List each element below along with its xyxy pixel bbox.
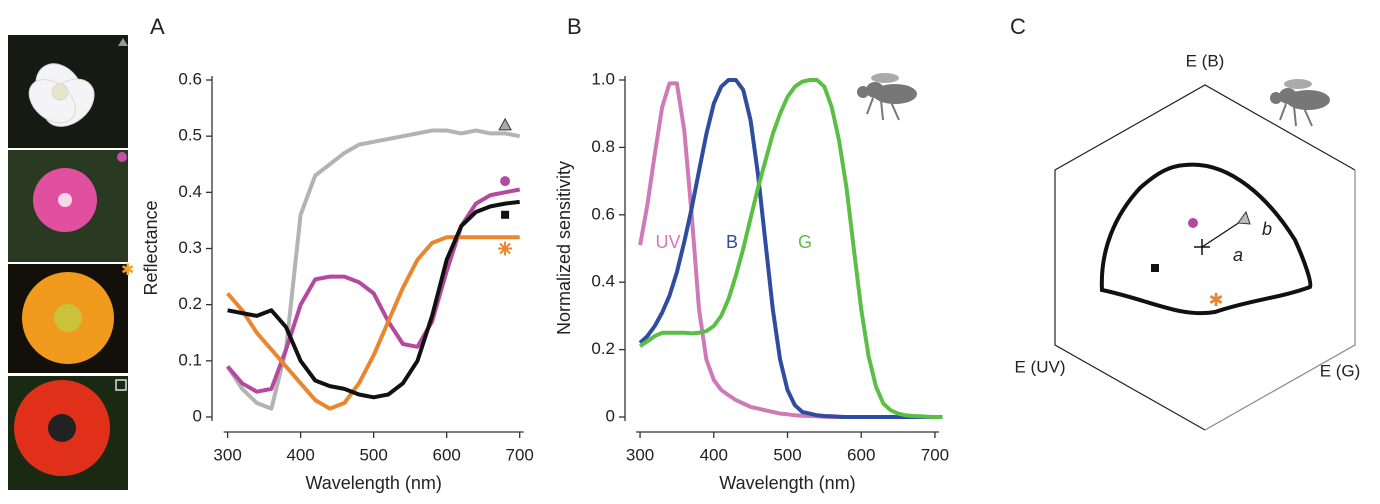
spectrum-line — [638, 78, 943, 419]
color-hexagon: ✱ — [1054, 84, 1356, 431]
panel-label: B — [567, 14, 582, 39]
y-axis-title: Normalized sensitivity — [554, 161, 574, 335]
spectrum-line — [638, 78, 943, 419]
panel-label: A — [150, 14, 165, 39]
y-tick-label: 0 — [193, 406, 202, 425]
annotation: b — [1262, 219, 1272, 239]
x-axis-title: Wavelength (nm) — [305, 473, 441, 493]
spectrum-line — [227, 199, 520, 400]
x-tick-label: 600 — [432, 445, 460, 464]
y-axis-title: Reflectance — [141, 200, 161, 295]
x-tick-label: 400 — [700, 445, 728, 464]
svg-text:✱: ✱ — [1208, 290, 1223, 310]
x-tick-label: 300 — [213, 445, 241, 464]
symbol: ✱ — [121, 262, 134, 279]
y-tick-label: 0.5 — [178, 126, 202, 145]
x-tick-label: 400 — [286, 445, 314, 464]
y-tick-label: 0 — [606, 406, 615, 425]
x-axis-title: Wavelength (nm) — [719, 473, 855, 493]
x-tick-label: 700 — [921, 445, 949, 464]
y-tick-label: 1.0 — [591, 69, 615, 88]
y-tick-label: 0.1 — [178, 350, 202, 369]
y-tick-label: 0.6 — [178, 69, 202, 88]
spectrum-line — [226, 235, 520, 411]
vertex-label: E (UV) — [1015, 357, 1066, 376]
spectrum-line — [638, 81, 943, 419]
y-tick-label: 0.2 — [591, 339, 615, 358]
x-tick-label: 500 — [773, 445, 801, 464]
symbol — [500, 176, 511, 187]
y-tick-label: 0.3 — [178, 238, 202, 257]
y-tick-label: 0.8 — [591, 137, 615, 156]
annotation: a — [1233, 245, 1243, 265]
symbol — [498, 117, 512, 131]
x-tick-label: 300 — [626, 445, 654, 464]
y-tick-label: 0.4 — [591, 272, 615, 291]
series-label: B — [726, 232, 738, 252]
bee-icon — [857, 73, 1330, 127]
y-tick-label: 0.6 — [591, 204, 615, 223]
vertex-label: E (B) — [1186, 51, 1225, 70]
symbol — [498, 241, 513, 256]
x-tick-label: 500 — [359, 445, 387, 464]
spectrum-line — [225, 128, 521, 411]
flower-photos: ✱ — [8, 35, 134, 490]
symbol — [501, 210, 510, 219]
vertex-label: E (G) — [1320, 361, 1361, 380]
series-label: G — [798, 232, 812, 252]
panel-label: C — [1010, 14, 1026, 39]
y-tick-label: 0.2 — [178, 294, 202, 313]
series-label: UV — [655, 232, 680, 252]
spectrum-line — [226, 187, 521, 394]
x-tick-label: 700 — [506, 445, 534, 464]
y-tick-label: 0.4 — [178, 182, 202, 201]
x-tick-label: 600 — [847, 445, 875, 464]
